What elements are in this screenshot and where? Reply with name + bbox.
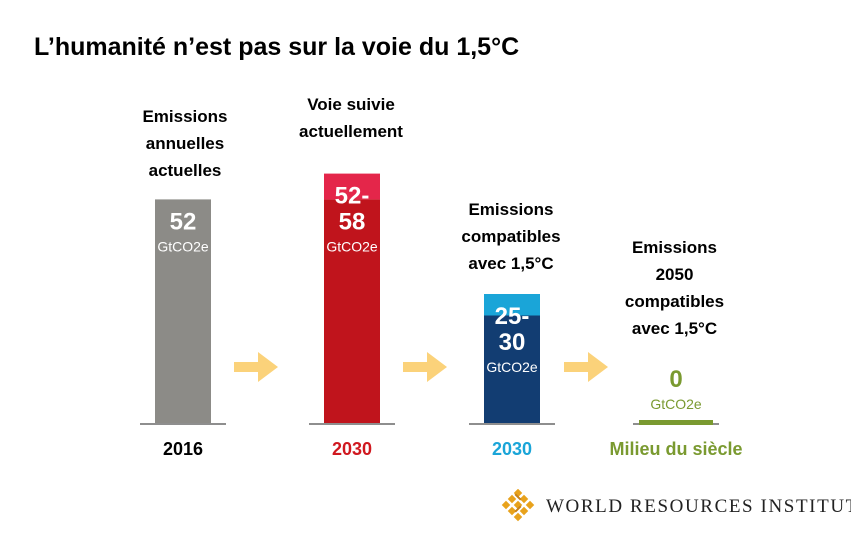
bar-unit-label: GtCO2e <box>326 239 378 255</box>
bar-zero-mark <box>639 420 713 425</box>
bar-2030-base <box>324 199 380 423</box>
caption-line: Emissions <box>468 200 554 219</box>
bar-value-label: 52- <box>335 183 370 210</box>
caption-line: avec 1,5°C <box>468 254 554 273</box>
caption-line: actuellement <box>299 122 403 141</box>
caption-1-5c-2030: Emissions compatibles avec 1,5°C <box>436 196 586 277</box>
bar-2030-base <box>484 315 540 423</box>
caption-line: Voie suivie <box>307 95 395 114</box>
caption-line: annuelles <box>145 134 225 153</box>
wri-logo: WORLD RESOURCES INSTITUTE <box>500 488 851 526</box>
caption-current-path: Voie suivie actuellement <box>276 91 426 145</box>
bar-value-label: 30 <box>499 329 526 356</box>
x-tick-label: Milieu du siècle <box>609 439 742 459</box>
x-tick-label: 2030 <box>332 439 372 459</box>
bar-value-label: 58 <box>339 209 366 236</box>
bar-value-label: 25- <box>495 303 530 330</box>
bar-unit-label: GtCO2e <box>650 396 702 412</box>
bar-2030-range <box>484 294 540 316</box>
bar-value-label: 0 <box>669 366 682 393</box>
bar-unit-label: GtCO2e <box>486 359 538 375</box>
arrow-right-icon <box>564 352 608 382</box>
caption-1-5c-2050: Emissions 2050 compatibles avec 1,5°C <box>597 234 752 342</box>
caption-line: Emissions <box>631 238 718 257</box>
bar-2016-base <box>155 199 211 423</box>
bar-unit-label: GtCO2e <box>157 238 209 254</box>
bar-value-label: 52 <box>170 208 197 235</box>
caption-line: Emissions <box>142 107 228 126</box>
wri-logo-text: WORLD RESOURCES INSTITUTE <box>546 496 851 517</box>
wri-logo-icon <box>501 489 535 522</box>
caption-line: compatibles <box>624 292 725 311</box>
x-tick-label: 2030 <box>492 439 532 459</box>
x-tick-label: 2016 <box>163 439 203 459</box>
chart-title: L’humanité n’est pas sur la voie du 1,5°… <box>34 33 520 61</box>
caption-2016: Emissions annuelles actuelles <box>110 103 260 184</box>
caption-line: actuelles <box>148 161 222 180</box>
caption-line: 2050 <box>655 265 694 284</box>
caption-line: compatibles <box>461 227 561 246</box>
caption-line: avec 1,5°C <box>631 319 718 338</box>
arrow-right-icon <box>234 352 278 382</box>
bar-2030-range <box>324 173 380 200</box>
arrow-right-icon <box>403 352 447 382</box>
